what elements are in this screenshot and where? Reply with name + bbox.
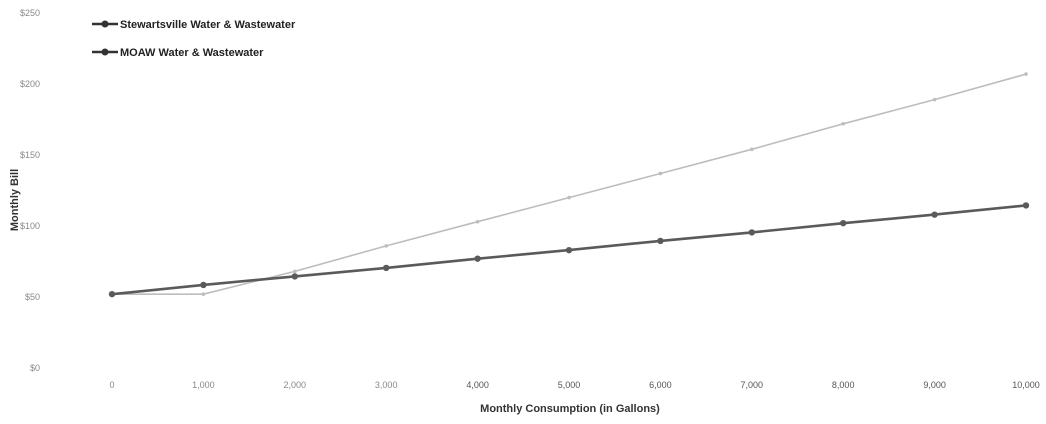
y-axis-title: Monthly Bill [9,169,21,231]
x-tick-label: 4,000 [466,380,489,390]
data-point [1022,202,1030,209]
data-point [474,255,481,262]
x-tick-label: 8,000 [832,380,855,390]
data-point [108,290,116,298]
data-point [658,171,663,176]
data-point [932,97,937,102]
y-tick-label: $150 [20,150,40,160]
legend: Stewartsville Water & Wastewater MOAW Wat… [92,19,296,59]
legend-item: MOAW Water & Wastewater [92,47,264,59]
legend-label: Stewartsville Water & Wastewater [120,19,296,31]
data-point [748,229,755,236]
y-axis-ticks: $0 $50 $100 $150 $200 $250 [20,8,40,373]
x-axis-title: Monthly Consumption (in Gallons) [480,403,660,415]
y-tick-label: $50 [25,292,40,302]
data-point [1024,72,1028,76]
legend-marker [101,20,109,28]
data-point [384,244,389,248]
data-point [291,273,298,280]
series-layer [108,72,1030,298]
series-line [112,73,1027,296]
series-1 [110,72,1028,296]
data-point [565,246,573,254]
data-point [201,292,206,296]
x-tick-label: 9,000 [923,380,946,390]
x-tick-label: 0 [109,380,114,390]
data-point [750,147,754,152]
x-tick-label: 1,000 [192,380,215,390]
x-tick-label: 3,000 [375,380,398,390]
x-tick-label: 7,000 [741,380,764,390]
x-axis-ticks: 0 1,000 2,000 3,000 4,000 5,000 6,000 7,000 8,00… [109,380,1039,390]
x-tick-label: 5,000 [558,380,581,390]
x-tick-label: 10,000 [1012,380,1040,390]
data-point [293,269,297,274]
data-point [383,264,390,272]
data-point [841,121,845,126]
data-point [200,281,207,289]
y-tick-label: $100 [20,221,40,231]
x-tick-label: 2,000 [284,380,307,390]
y-tick-label: $250 [20,8,40,18]
y-tick-label: $200 [20,79,40,89]
y-tick-label: $0 [30,363,40,373]
x-tick-label: 6,000 [649,380,672,390]
legend-marker [101,48,109,56]
data-point [840,219,847,227]
data-point [931,211,938,218]
data-point [657,237,664,245]
series-2 [108,202,1030,298]
data-point [475,219,480,224]
legend-label: MOAW Water & Wastewater [120,47,264,59]
legend-item: Stewartsville Water & Wastewater [92,19,296,31]
data-point [567,195,571,200]
